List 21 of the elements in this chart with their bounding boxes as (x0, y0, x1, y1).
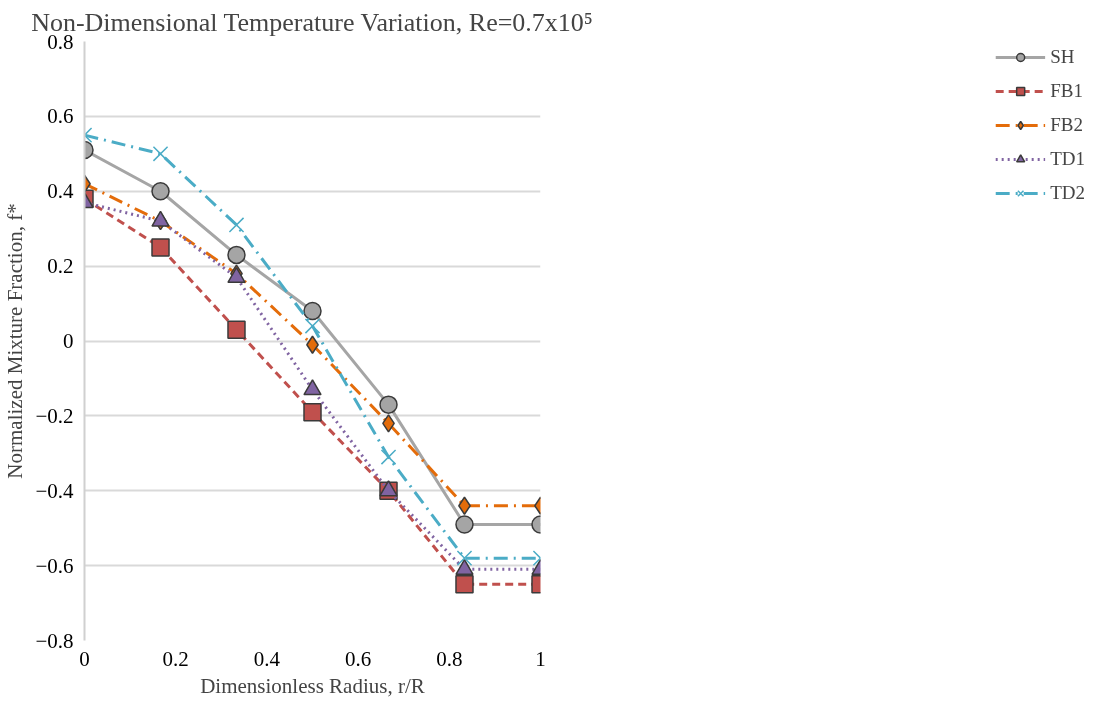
x-tick-label: 1 (535, 646, 546, 671)
y-tick-label: 0.2 (47, 254, 74, 279)
y-axis-title: Normalized Mixture Fraction, f* (3, 203, 28, 479)
legend-label: SH (1050, 46, 1075, 68)
legend-label: TD1 (1050, 148, 1085, 170)
x-tick-label: 0.4 (253, 646, 281, 671)
y-tick-label: −0.8 (35, 628, 74, 653)
x-tick-label: 0.2 (162, 646, 189, 671)
y-tick-label: 0.6 (47, 104, 74, 129)
x-tick-label: 0 (79, 646, 90, 671)
y-tick-label: −0.2 (35, 403, 74, 428)
y-tick-label: −0.6 (35, 553, 74, 578)
x-tick-label: 0.6 (344, 646, 372, 671)
y-tick-label: 0.4 (47, 179, 74, 204)
y-tick-label: −0.4 (35, 478, 74, 503)
legend-label: FB2 (1050, 114, 1083, 136)
x-tick-label: 0.8 (436, 646, 463, 671)
y-tick-label: 0 (63, 329, 74, 353)
legend-label: TD2 (1050, 182, 1085, 204)
legend-label: FB1 (1050, 80, 1083, 102)
x-axis-title: Dimensionless Radius, r/R (200, 673, 425, 698)
